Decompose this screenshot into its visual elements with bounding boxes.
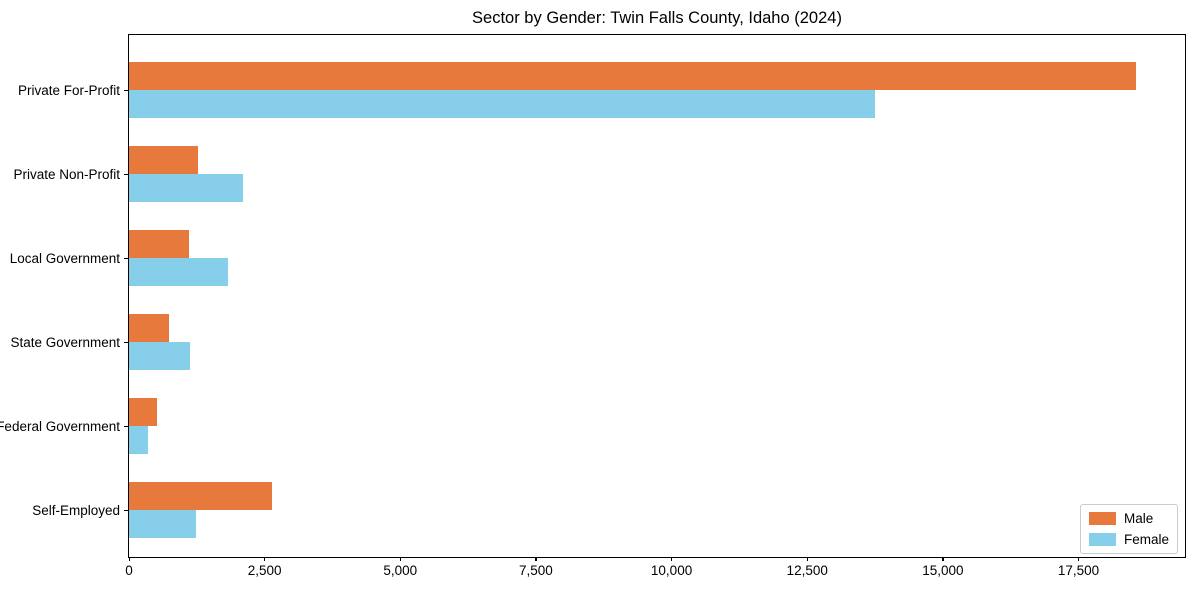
xtick-label-0: 0 bbox=[125, 563, 133, 578]
bar-male-state-government bbox=[129, 314, 170, 342]
ytick-mark-local-government bbox=[124, 257, 128, 259]
ytick-label-federal-government: Federal Government bbox=[0, 418, 120, 434]
legend-swatch-female bbox=[1088, 533, 1116, 546]
legend-label-male: Male bbox=[1123, 511, 1154, 526]
bar-female-private-for-profit bbox=[129, 90, 875, 118]
xtick-label-12500: 12,500 bbox=[786, 563, 828, 578]
xtick-mark-5000 bbox=[399, 557, 401, 561]
legend-entry-female: Female bbox=[1088, 532, 1169, 547]
legend-swatch-male bbox=[1088, 512, 1116, 525]
xtick-mark-12500 bbox=[806, 557, 808, 561]
xtick-mark-10000 bbox=[671, 557, 673, 561]
chart-title: Sector by Gender: Twin Falls County, Ida… bbox=[472, 9, 842, 27]
bar-female-self-employed bbox=[129, 510, 197, 538]
xtick-label-5000: 5,000 bbox=[383, 563, 418, 578]
xtick-label-17500: 17,500 bbox=[1057, 563, 1100, 578]
xtick-label-7500: 7,500 bbox=[519, 563, 553, 578]
xtick-label-15000: 15,000 bbox=[922, 563, 964, 578]
bar-female-state-government bbox=[129, 342, 190, 370]
bar-male-local-government bbox=[129, 230, 189, 258]
ytick-mark-state-government bbox=[124, 341, 128, 343]
bar-female-federal-government bbox=[129, 426, 148, 454]
legend-entry-male: Male bbox=[1088, 511, 1169, 526]
bar-male-self-employed bbox=[129, 482, 272, 510]
ytick-label-private-non-profit: Private Non-Profit bbox=[13, 166, 120, 182]
xtick-mark-15000 bbox=[942, 557, 944, 561]
ytick-mark-private-non-profit bbox=[124, 173, 128, 175]
xtick-label-10000: 10,000 bbox=[650, 563, 693, 578]
bar-male-private-non-profit bbox=[129, 146, 198, 174]
legend: Male Female bbox=[1079, 504, 1178, 554]
bar-female-private-non-profit bbox=[129, 174, 243, 202]
ytick-label-state-government: State Government bbox=[10, 334, 120, 350]
xtick-mark-0 bbox=[128, 557, 130, 561]
bar-male-federal-government bbox=[129, 398, 157, 426]
ytick-label-local-government: Local Government bbox=[9, 250, 120, 266]
ytick-mark-private-for-profit bbox=[124, 89, 128, 91]
ytick-mark-federal-government bbox=[124, 425, 128, 427]
ytick-label-self-employed: Self-Employed bbox=[32, 502, 120, 518]
legend-label-female: Female bbox=[1123, 532, 1169, 547]
plot-area: Male Female Private For-Profit Private Non… bbox=[0, 34, 1186, 578]
xtick-mark-17500 bbox=[1077, 557, 1080, 561]
ytick-mark-self-employed bbox=[124, 509, 128, 511]
xtick-mark-2500 bbox=[264, 557, 266, 561]
xtick-mark-7500 bbox=[535, 557, 537, 561]
ytick-label-private-for-profit: Private For-Profit bbox=[17, 82, 120, 98]
xtick-label-2500: 2,500 bbox=[247, 563, 282, 578]
bar-male-private-for-profit bbox=[129, 62, 1136, 90]
bar-female-local-government bbox=[129, 258, 228, 286]
